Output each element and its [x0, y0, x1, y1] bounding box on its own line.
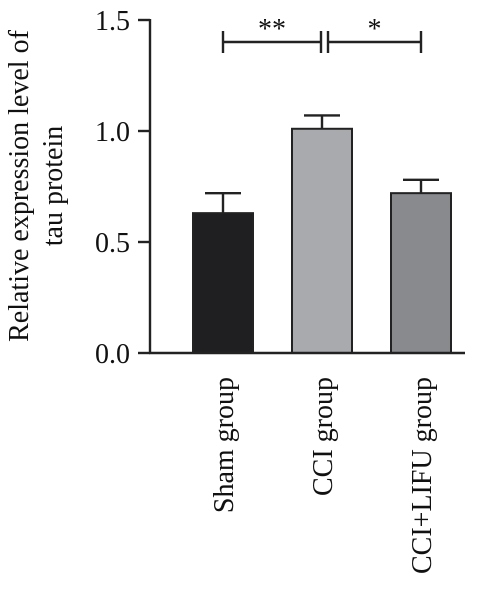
y-tick-label: 1.0	[95, 117, 130, 148]
category-label: CCI+LIFU group	[407, 377, 438, 574]
x-axis-categories: Sham group CCI group CCI+LIFU group	[209, 377, 438, 574]
y-tick-label: 0.5	[95, 228, 130, 259]
y-axis: 0.0 0.5 1.0 1.5	[95, 6, 152, 370]
y-axis-label-line: Relative expression level of	[4, 29, 35, 341]
bar	[291, 127, 353, 354]
y-axis-label: Relative expression level of tau protein	[4, 29, 69, 341]
y-tick-label: 1.5	[95, 6, 130, 37]
significance-brackets: ** *	[221, 14, 423, 53]
y-axis-label-line: tau protein	[38, 126, 69, 247]
y-tick-label: 0.0	[95, 339, 130, 370]
bars	[149, 114, 465, 355]
category-label: CCI group	[308, 377, 339, 496]
bar	[192, 212, 254, 354]
bar	[390, 192, 452, 354]
category-label: Sham group	[209, 377, 240, 513]
significance-label: **	[258, 14, 286, 45]
significance-label: *	[368, 14, 382, 45]
